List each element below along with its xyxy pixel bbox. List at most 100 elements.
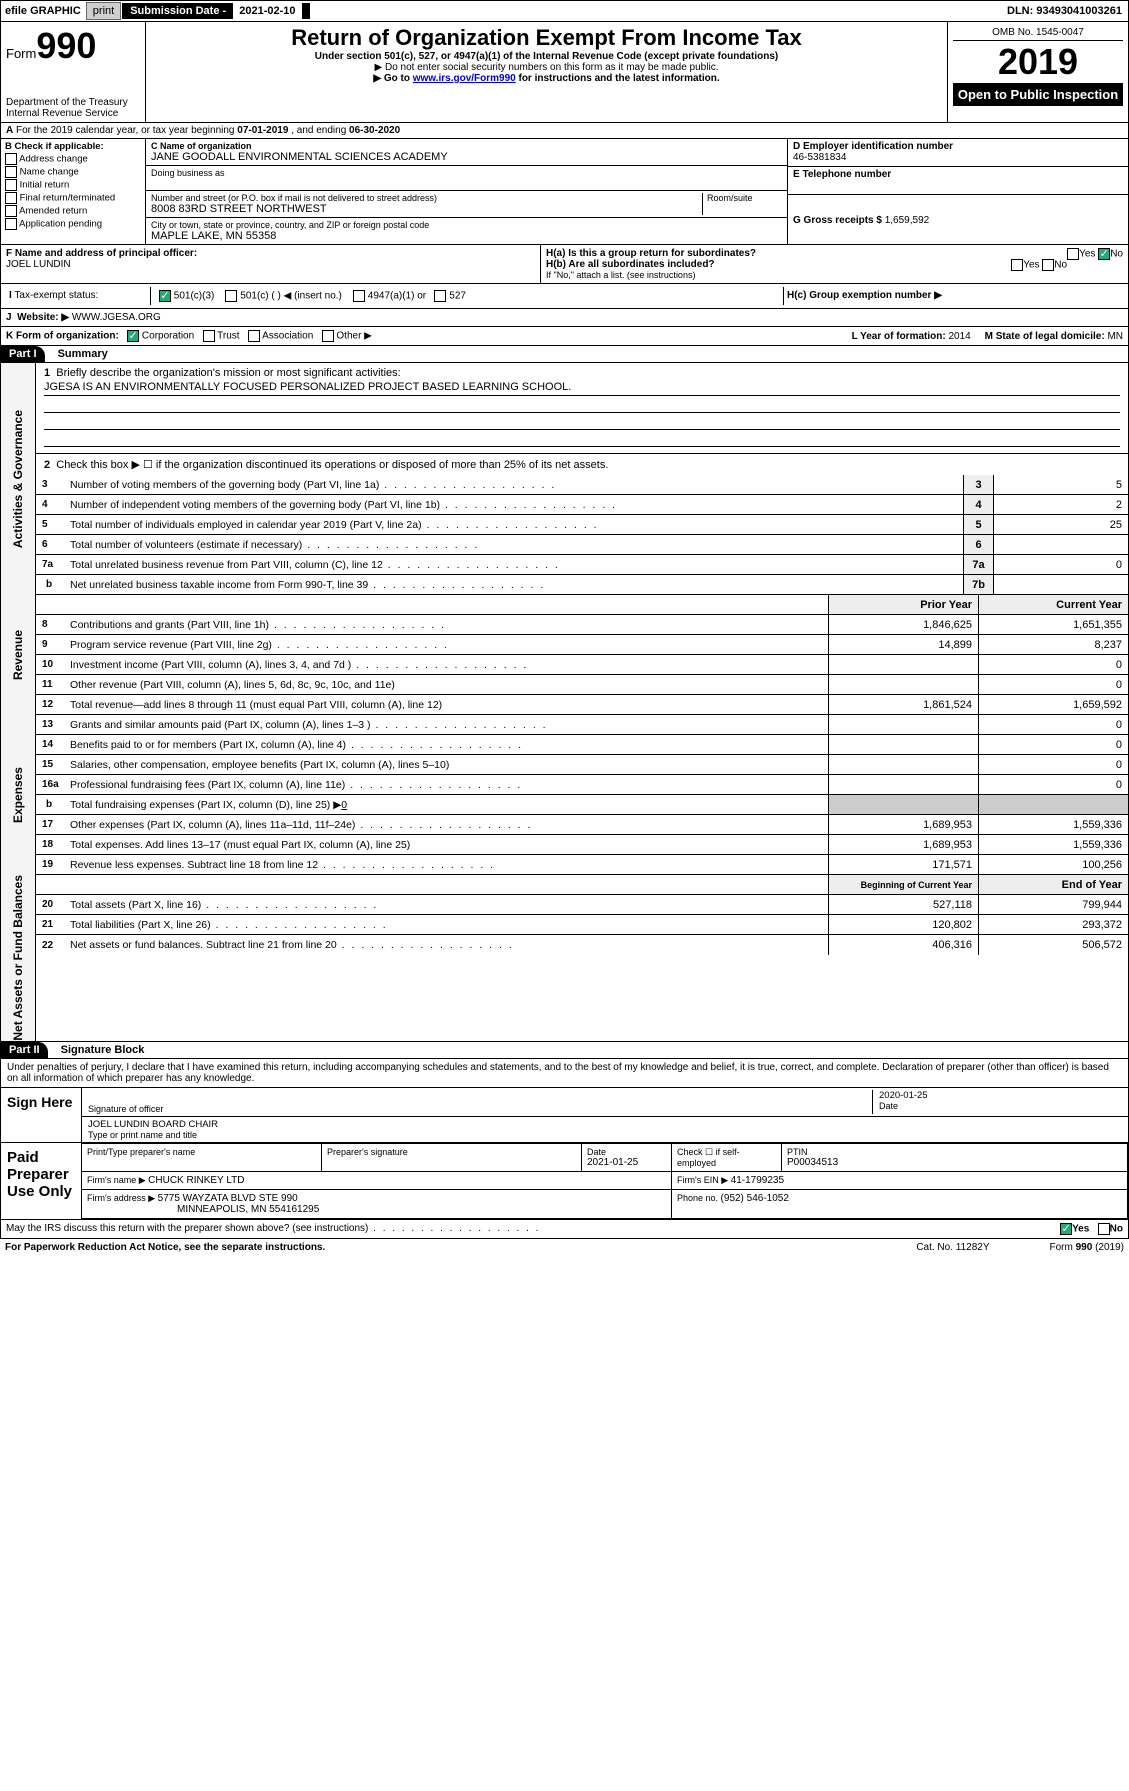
p8: 1,846,625	[828, 615, 978, 634]
org-name: JANE GOODALL ENVIRONMENTAL SCIENCES ACAD…	[151, 151, 782, 163]
p17: 1,689,953	[828, 815, 978, 834]
website-row: J Website: ▶ WWW.JGESA.ORG	[0, 309, 1129, 327]
c12: 1,659,592	[978, 695, 1128, 714]
box-c: C Name of organization JANE GOODALL ENVI…	[146, 139, 788, 244]
discuss-no[interactable]	[1098, 1223, 1110, 1235]
p20: 527,118	[828, 895, 978, 914]
print-button[interactable]: print	[86, 2, 121, 20]
check-final-return[interactable]: Final return/terminated	[5, 192, 141, 204]
form-header: Form990 Department of the Treasury Inter…	[0, 22, 1129, 123]
check-527[interactable]	[434, 290, 446, 302]
signature-block: Sign Here Signature of officer 2020-01-2…	[0, 1088, 1129, 1143]
note-goto: ▶ Go to www.irs.gov/Form990 for instruct…	[154, 73, 939, 84]
prep-date: 2021-01-25	[587, 1157, 666, 1168]
discuss-row: May the IRS discuss this return with the…	[0, 1220, 1129, 1239]
open-public-badge: Open to Public Inspection	[953, 83, 1123, 106]
c21: 293,372	[978, 915, 1128, 934]
part-i: Part I Summary Activities & Governance 1…	[0, 346, 1129, 1042]
check-501c[interactable]	[225, 290, 237, 302]
val-3: 5	[993, 475, 1128, 494]
note-ssn: ▶ Do not enter social security numbers o…	[154, 62, 939, 73]
officer-name: JOEL LUNDIN	[6, 259, 535, 270]
firm-addr: 5775 WAYZATA BLVD STE 990	[158, 1193, 298, 1204]
p18: 1,689,953	[828, 835, 978, 854]
firm-phone: (952) 546-1052	[721, 1193, 789, 1204]
p10	[828, 655, 978, 674]
check-trust[interactable]	[203, 330, 215, 342]
c15: 0	[978, 755, 1128, 774]
dln: DLN: 93493041003261	[1001, 3, 1128, 19]
check-assoc[interactable]	[248, 330, 260, 342]
form-title: Return of Organization Exempt From Incom…	[154, 25, 939, 51]
section-fh: F Name and address of principal officer:…	[0, 245, 1129, 284]
p13	[828, 715, 978, 734]
box-b: B Check if applicable: Address change Na…	[1, 139, 146, 244]
discuss-yes[interactable]: ✓	[1060, 1223, 1072, 1235]
website-value: WWW.JGESA.ORG	[72, 312, 161, 323]
gross-receipts: 1,659,592	[885, 215, 930, 226]
check-address-change[interactable]: Address change	[5, 153, 141, 165]
omb-number: OMB No. 1545-0047	[953, 25, 1123, 41]
year-formation: 2014	[948, 331, 970, 342]
p21: 120,802	[828, 915, 978, 934]
check-corp[interactable]: ✓	[127, 330, 139, 342]
paid-preparer-label: Paid Preparer Use Only	[1, 1143, 81, 1219]
footer: For Paperwork Reduction Act Notice, see …	[0, 1239, 1129, 1256]
side-revenue: Revenue	[11, 630, 25, 680]
ein: 46-5381834	[793, 152, 1123, 163]
val-6	[993, 535, 1128, 554]
irs-link[interactable]: www.irs.gov/Form990	[413, 73, 516, 84]
p14	[828, 735, 978, 754]
check-amended[interactable]: Amended return	[5, 205, 141, 217]
c22: 506,572	[978, 935, 1128, 955]
org-address: 8008 83RD STREET NORTHWEST	[151, 203, 702, 215]
check-app-pending[interactable]: Application pending	[5, 218, 141, 230]
c20: 799,944	[978, 895, 1128, 914]
c13: 0	[978, 715, 1128, 734]
side-governance: Activities & Governance	[11, 410, 25, 548]
p11	[828, 675, 978, 694]
irs-label: Internal Revenue Service	[6, 108, 140, 119]
org-city: MAPLE LAKE, MN 55358	[151, 230, 782, 242]
part-i-header: Part I	[1, 346, 45, 362]
c9: 8,237	[978, 635, 1128, 654]
firm-city: MINNEAPOLIS, MN 554161295	[87, 1204, 319, 1215]
form-number: Form990	[6, 25, 140, 67]
section-bcdeg: B Check if applicable: Address change Na…	[0, 139, 1129, 245]
submission-date-label: Submission Date - 2021-02-10	[122, 3, 309, 19]
check-initial-return[interactable]: Initial return	[5, 179, 141, 191]
part-ii-header: Part II	[1, 1042, 48, 1058]
c11: 0	[978, 675, 1128, 694]
c17: 1,559,336	[978, 815, 1128, 834]
ptin: P00034513	[787, 1157, 1122, 1168]
boxes-deg: D Employer identification number 46-5381…	[788, 139, 1128, 244]
dept-treasury: Department of the Treasury	[6, 97, 140, 108]
p22: 406,316	[828, 935, 978, 955]
tax-year: 2019	[953, 41, 1123, 83]
officer-sig-name: JOEL LUNDIN BOARD CHAIR	[88, 1119, 218, 1130]
c14: 0	[978, 735, 1128, 754]
declaration-text: Under penalties of perjury, I declare th…	[1, 1059, 1128, 1087]
val-7b	[993, 575, 1128, 594]
c10: 0	[978, 655, 1128, 674]
c8: 1,651,355	[978, 615, 1128, 634]
val-7a: 0	[993, 555, 1128, 574]
c18: 1,559,336	[978, 835, 1128, 854]
subtitle: Under section 501(c), 527, or 4947(a)(1)…	[154, 51, 939, 62]
p19: 171,571	[828, 855, 978, 874]
check-name-change[interactable]: Name change	[5, 166, 141, 178]
p15	[828, 755, 978, 774]
mission-text: JGESA IS AN ENVIRONMENTALLY FOCUSED PERS…	[44, 381, 1120, 396]
sign-here-label: Sign Here	[1, 1088, 81, 1142]
check-4947[interactable]	[353, 290, 365, 302]
check-other[interactable]	[322, 330, 334, 342]
efile-label: efile GRAPHIC	[1, 3, 85, 19]
val-5: 25	[993, 515, 1128, 534]
check-501c3[interactable]: ✓	[159, 290, 171, 302]
p12: 1,861,524	[828, 695, 978, 714]
paid-preparer-block: Paid Preparer Use Only Print/Type prepar…	[0, 1143, 1129, 1220]
p9: 14,899	[828, 635, 978, 654]
c19: 100,256	[978, 855, 1128, 874]
side-expenses: Expenses	[11, 767, 25, 823]
top-bar: efile GRAPHIC print Submission Date - 20…	[0, 0, 1129, 22]
